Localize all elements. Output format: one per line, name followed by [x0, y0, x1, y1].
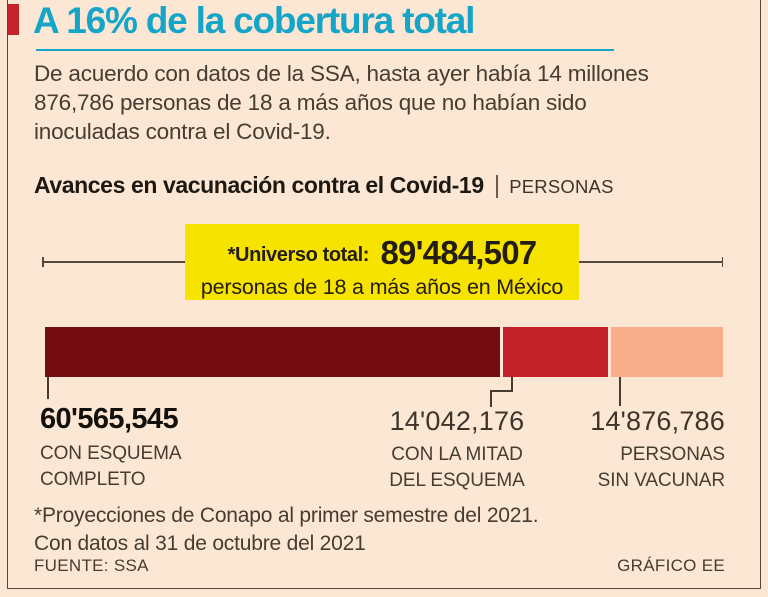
footnotes: *Proyecciones de Conapo al primer semest…: [34, 502, 539, 558]
chart-heading: Avances en vacunación contra el Covid-19…: [34, 171, 614, 200]
title-underline: [36, 49, 614, 51]
footnote-date: Con datos al 31 de octubre del 2021: [34, 532, 366, 555]
universe-value: 89'484,507: [380, 234, 538, 271]
source-label: FUENTE: SSA: [34, 556, 149, 575]
segment-label-half: 14'042,176 CON LA MITAD DEL ESQUEMA: [377, 406, 537, 493]
leader-line-unvaccinated: [619, 377, 621, 406]
bar-segment: [502, 327, 609, 377]
intro-paragraph: De acuerdo con datos de la SSA, hasta ay…: [34, 59, 649, 146]
chart-unit-label: PERSONAS: [509, 176, 614, 197]
universe-box: *Universo total: 89'484,507 personas de …: [185, 224, 579, 300]
intro-line: 876,786 personas de 18 a más años que no…: [34, 90, 587, 115]
bar-segment: [45, 327, 500, 377]
heading-separator: |: [493, 171, 501, 199]
universe-line: *Universo total: 89'484,507: [185, 234, 579, 272]
segment-label-complete: 60'565,545 CON ESQUEMA COMPLETO: [40, 403, 182, 492]
intro-line: inoculadas contra el Covid-19.: [34, 119, 331, 144]
footnote-projection: *Proyecciones de Conapo al primer semest…: [34, 504, 539, 527]
intro-line: De acuerdo con datos de la SSA, hasta ay…: [34, 61, 649, 86]
segment-caption: CON ESQUEMA COMPLETO: [40, 443, 182, 490]
stacked-bar: [45, 327, 723, 377]
page-title: A 16% de la cobertura total: [33, 0, 475, 41]
span-tick-right: [721, 257, 723, 267]
bar-segment: [611, 327, 723, 377]
span-tick-left: [42, 257, 44, 267]
segment-label-unvaccinated: 14'876,786 PERSONAS SIN VACUNAR: [555, 406, 725, 493]
title-bullet: [8, 4, 19, 35]
chart-title: Avances en vacunación contra el Covid-19: [34, 172, 484, 198]
credit-label: GRÁFICO EE: [617, 556, 725, 575]
leader-line-half-vertical-bottom: [490, 390, 492, 407]
segment-caption: CON LA MITAD DEL ESQUEMA: [389, 444, 525, 491]
universe-subtitle: personas de 18 a más años en México: [200, 275, 564, 299]
leader-line-complete: [47, 377, 49, 399]
segment-value: 14'876,786: [590, 406, 725, 436]
leader-line-half-horizontal: [490, 390, 513, 392]
universe-label: *Universo total:: [227, 244, 370, 266]
leader-line-half-vertical-top: [511, 377, 513, 391]
segment-caption: PERSONAS SIN VACUNAR: [597, 444, 725, 491]
segment-value: 14'042,176: [389, 406, 525, 436]
segment-value: 60'565,545: [40, 403, 179, 435]
